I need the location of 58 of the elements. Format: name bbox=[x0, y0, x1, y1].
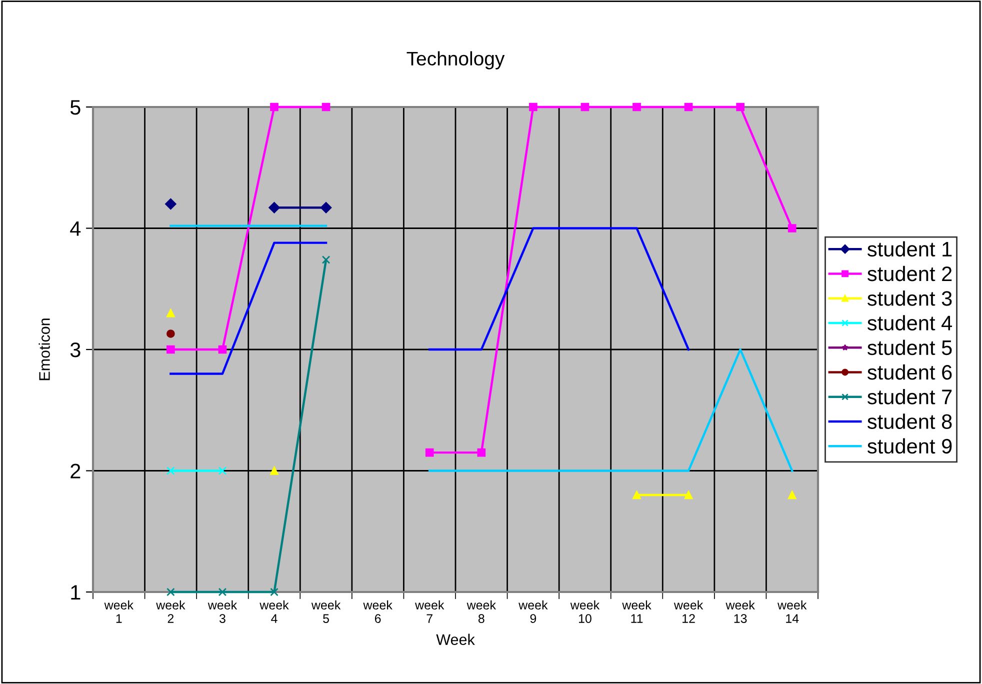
legend-label: student 9 bbox=[867, 438, 952, 454]
y-axis-title: Emoticon bbox=[38, 318, 50, 380]
legend-label: student 8 bbox=[867, 414, 952, 429]
point bbox=[322, 102, 330, 112]
x-tick-label: week 5 bbox=[311, 600, 341, 623]
y-tick-label: 5 bbox=[70, 100, 80, 115]
point bbox=[166, 308, 175, 318]
point bbox=[477, 448, 486, 457]
point bbox=[788, 490, 796, 500]
x-tick-label: week 4 bbox=[260, 600, 289, 623]
point bbox=[684, 102, 693, 112]
point bbox=[218, 345, 227, 354]
x-tick-label: week 6 bbox=[363, 600, 392, 623]
y-tick-label: 1 bbox=[71, 585, 80, 600]
point bbox=[166, 330, 175, 338]
y-tick-label: 3 bbox=[70, 342, 80, 358]
legend-label: student 1 bbox=[867, 241, 952, 257]
point bbox=[270, 102, 278, 112]
x-tick-label: week 9 bbox=[518, 600, 548, 623]
point bbox=[322, 256, 330, 264]
point bbox=[736, 102, 744, 112]
x-tick-label: week 1 bbox=[104, 600, 134, 623]
point bbox=[166, 466, 175, 475]
x-tick-label: week 10 bbox=[570, 600, 600, 623]
point bbox=[320, 202, 332, 214]
point bbox=[529, 102, 538, 112]
x-tick-label: week 8 bbox=[466, 600, 496, 623]
point bbox=[166, 588, 175, 596]
point bbox=[268, 202, 280, 214]
x-tick-label: week 3 bbox=[208, 600, 238, 623]
y-tick-label: 4 bbox=[70, 221, 81, 236]
x-axis-title: Week bbox=[436, 634, 475, 646]
point bbox=[425, 448, 434, 457]
x-tick-label: week 7 bbox=[415, 600, 444, 623]
point bbox=[580, 102, 590, 112]
y-tick-label: 2 bbox=[70, 464, 80, 478]
point bbox=[632, 102, 641, 112]
point bbox=[270, 466, 278, 475]
point bbox=[632, 490, 641, 500]
point bbox=[684, 490, 693, 500]
point bbox=[218, 588, 227, 596]
x-tick-label: week 11 bbox=[622, 600, 652, 623]
x-tick-label: week 13 bbox=[726, 600, 755, 623]
point bbox=[166, 345, 175, 354]
x-tick-label: week 12 bbox=[674, 600, 704, 623]
point bbox=[165, 198, 176, 210]
point bbox=[270, 588, 278, 596]
x-tick-label: week 14 bbox=[778, 600, 807, 623]
chart-title: Technology bbox=[406, 51, 505, 70]
legend-label: student 3 bbox=[867, 290, 952, 306]
legend-label: student 4 bbox=[867, 315, 952, 330]
legend-label: student 6 bbox=[867, 364, 952, 380]
x-tick-label: week 2 bbox=[156, 600, 186, 623]
legend-label: student 2 bbox=[867, 266, 952, 282]
point bbox=[788, 224, 796, 232]
legend-label: student 7 bbox=[867, 389, 952, 404]
point bbox=[218, 466, 227, 475]
legend-label: student 5 bbox=[867, 340, 952, 356]
